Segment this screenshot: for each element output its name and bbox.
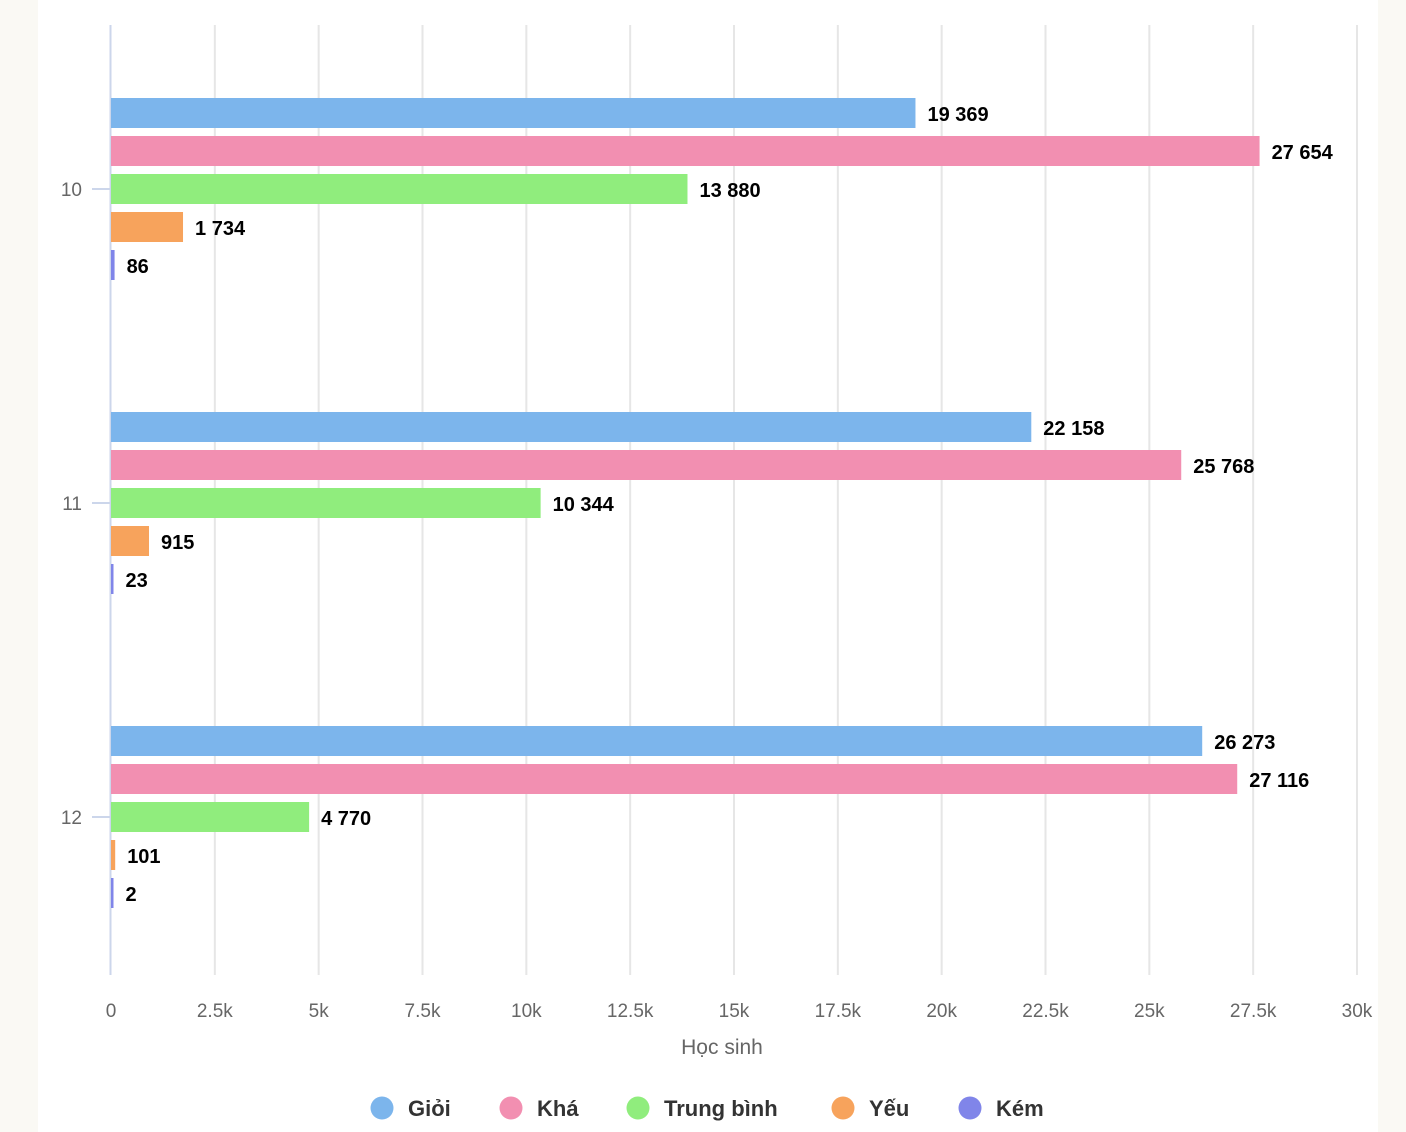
y-category-label: 10	[61, 180, 82, 201]
data-label: 10 344	[553, 494, 615, 516]
x-tick-label: 27.5k	[1230, 1001, 1277, 1022]
x-tick-label: 25k	[1134, 1001, 1165, 1022]
data-label: 27 116	[1249, 770, 1309, 792]
legend-item-label[interactable]: Kém	[996, 1096, 1044, 1121]
legend-item-label[interactable]: Giỏi	[408, 1096, 451, 1121]
x-tick-label: 17.5k	[815, 1001, 862, 1022]
data-label: 26 273	[1214, 732, 1275, 754]
x-tick-label: 20k	[926, 1001, 957, 1022]
bar-trung-bình	[111, 488, 541, 518]
x-tick-label: 0	[106, 1001, 117, 1022]
legend-item-label[interactable]: Trung bình	[664, 1096, 778, 1121]
x-tick-label: 2.5k	[197, 1001, 233, 1022]
x-tick-label: 7.5k	[405, 1001, 441, 1022]
data-label: 19 369	[927, 104, 988, 126]
y-category-label: 11	[62, 494, 82, 515]
legend-item-label[interactable]: Khá	[537, 1096, 579, 1121]
bar-yếu	[111, 840, 116, 870]
bar-khá	[111, 450, 1182, 480]
data-label: 915	[161, 532, 194, 554]
bar-yếu	[111, 212, 184, 242]
legend-marker[interactable]	[958, 1096, 982, 1120]
legend-item-label[interactable]: Yếu	[869, 1096, 909, 1121]
bar-giỏi	[111, 412, 1032, 442]
bar-kém	[111, 250, 115, 280]
data-label: 27 654	[1272, 142, 1334, 164]
x-tick-label: 15k	[719, 1001, 750, 1022]
bar-khá	[111, 136, 1260, 166]
bar-giỏi	[111, 726, 1203, 756]
data-label: 23	[126, 570, 148, 592]
legend-marker[interactable]	[370, 1096, 394, 1120]
data-label: 4 770	[321, 808, 371, 830]
data-label: 25 768	[1193, 456, 1254, 478]
data-label: 22 158	[1043, 418, 1104, 440]
bar-trung-bình	[111, 802, 310, 832]
legend-marker[interactable]	[626, 1096, 650, 1120]
x-tick-label: 30k	[1342, 1001, 1373, 1022]
data-label: 86	[127, 256, 149, 278]
x-tick-label: 5k	[309, 1001, 330, 1022]
bar-kém	[111, 564, 114, 594]
y-category-label: 12	[61, 808, 82, 829]
data-label: 101	[127, 846, 160, 868]
bar-giỏi	[111, 98, 916, 128]
bar-kém	[111, 878, 114, 908]
bar-trung-bình	[111, 174, 688, 204]
bar-yếu	[111, 526, 150, 556]
legend-marker[interactable]	[499, 1096, 523, 1120]
data-label: 1 734	[195, 218, 246, 240]
x-tick-label: 12.5k	[607, 1001, 654, 1022]
legend-marker[interactable]	[831, 1096, 855, 1120]
data-label: 13 880	[699, 180, 760, 202]
bar-khá	[111, 764, 1238, 794]
x-axis-title: Học sinh	[681, 1036, 763, 1059]
data-label: 2	[126, 884, 137, 906]
x-tick-label: 22.5k	[1022, 1001, 1069, 1022]
x-tick-label: 10k	[511, 1001, 542, 1022]
